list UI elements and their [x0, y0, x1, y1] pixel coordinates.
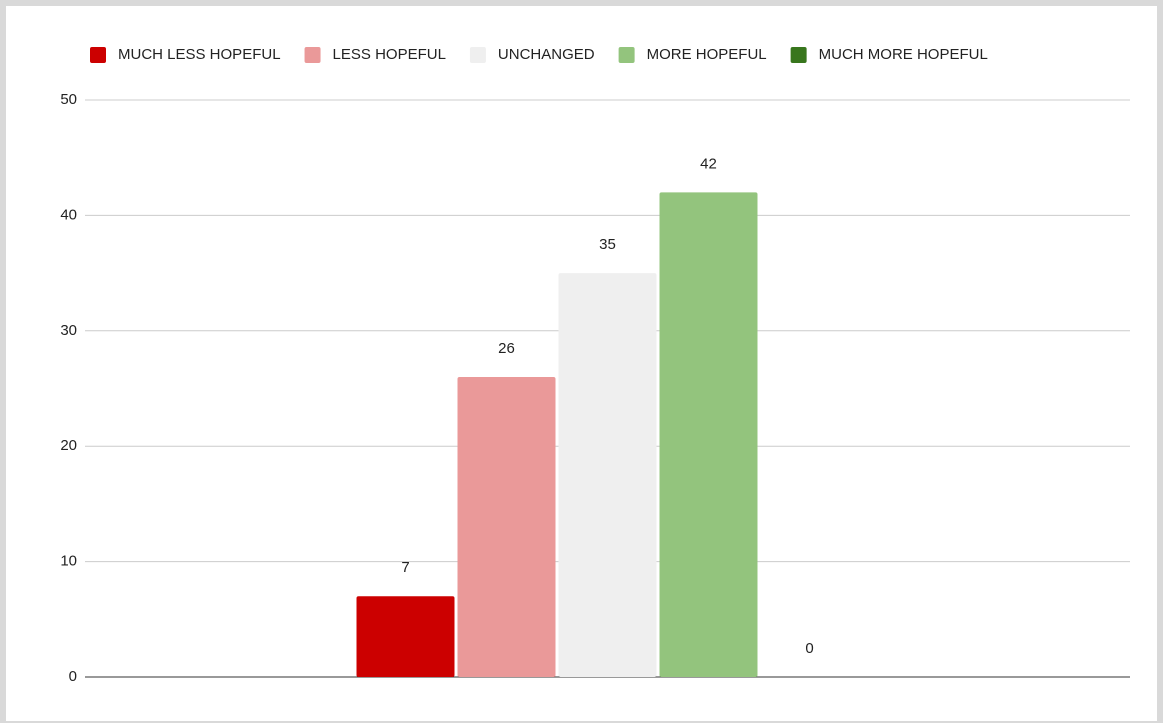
legend-label: MORE HOPEFUL: [647, 46, 767, 63]
legend: MUCH LESS HOPEFUL LESS HOPEFUL UNCHANGED MO…: [90, 46, 988, 63]
y-tick-label: 20: [60, 437, 77, 454]
bar: [356, 596, 455, 677]
data-label: 35: [599, 236, 616, 253]
bars: 7 26 35 42 0: [356, 155, 814, 677]
data-label: 26: [498, 340, 515, 357]
data-label: 0: [805, 640, 813, 657]
legend-swatch: [469, 47, 486, 63]
data-label: 42: [700, 155, 717, 172]
y-tick-label: 10: [60, 553, 77, 570]
legend-label: UNCHANGED: [498, 46, 595, 63]
legend-swatch: [304, 47, 321, 63]
legend-label: MUCH LESS HOPEFUL: [118, 46, 281, 63]
bar: [558, 273, 657, 677]
legend-swatch: [618, 47, 635, 63]
y-tick-label: 50: [60, 91, 77, 108]
data-label: 7: [401, 559, 409, 576]
legend-label: MUCH MORE HOPEFUL: [819, 46, 988, 63]
legend-swatch: [90, 47, 106, 63]
y-tick-label: 30: [60, 322, 77, 339]
bar: [457, 376, 556, 677]
legend-label: LESS HOPEFUL: [333, 46, 446, 63]
bar: [659, 192, 758, 677]
legend-swatch: [790, 47, 807, 63]
y-tick-label: 40: [60, 206, 77, 223]
y-tick-label: 0: [69, 668, 77, 685]
